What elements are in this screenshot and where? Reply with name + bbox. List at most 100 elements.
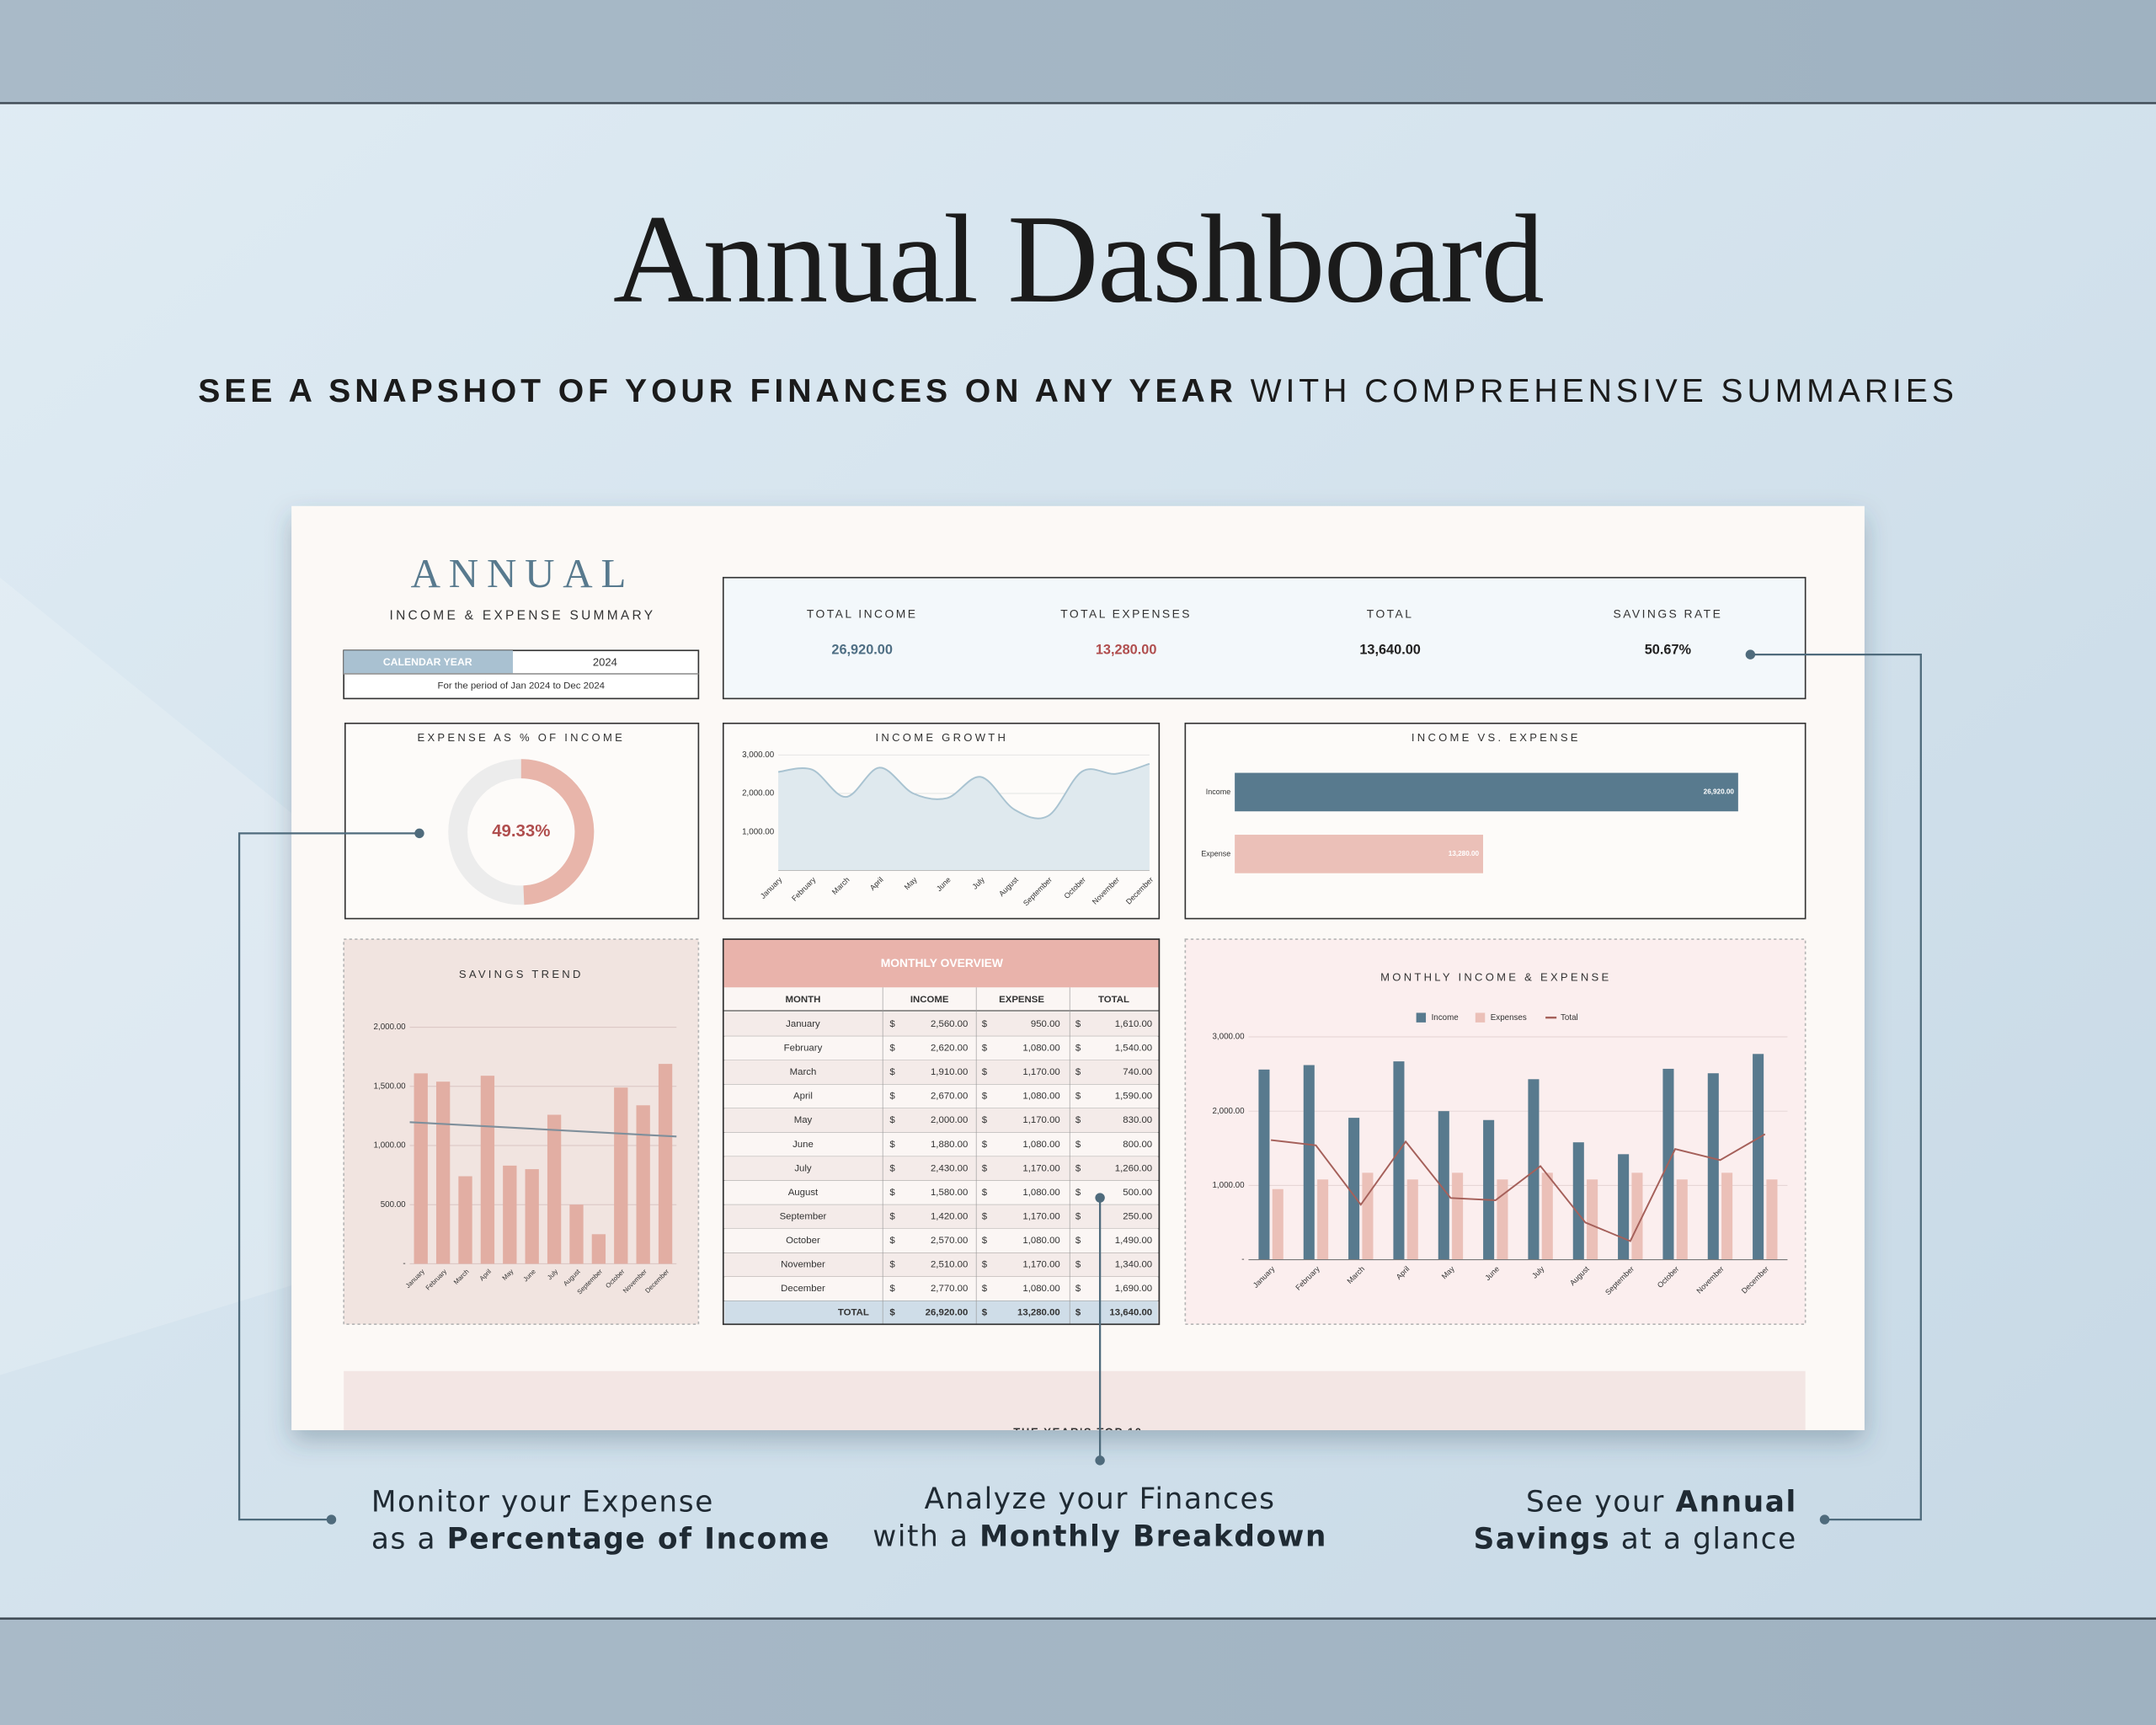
callout-segment: Savings [1474,1522,1611,1556]
value-cell: 1,340.00 [1115,1260,1152,1270]
bar [1528,1079,1540,1260]
currency-cell: $ [889,1115,895,1125]
bar [1572,1142,1584,1260]
currency-cell: $ [1075,1236,1081,1246]
value-cell: 800.00 [1123,1140,1152,1150]
currency-cell: $ [1075,1067,1081,1077]
y-tick-label: 500.00 [381,1200,406,1210]
currency-cell: $ [889,1307,895,1317]
y-tick-label: - [403,1259,405,1268]
bar [1406,1179,1418,1260]
value-cell: 1,880.00 [931,1140,968,1150]
bar [1272,1188,1283,1260]
value-cell: 1,590.00 [1115,1092,1152,1102]
value-cell: 1,080.00 [1022,1044,1059,1054]
bar-value-label: 26,920.00 [1704,788,1735,796]
currency-cell: $ [1075,1260,1081,1270]
table-row [724,1156,1158,1181]
currency-cell: $ [889,1067,895,1077]
page-subtitle: SEE A SNAPSHOT OF YOUR FINANCES ON ANY Y… [198,373,1958,409]
bar [1362,1172,1374,1260]
top10-strip [344,1370,1806,1430]
bar [591,1234,606,1264]
value-cell: 1,490.00 [1115,1236,1152,1246]
bar [1303,1065,1315,1260]
bar [1235,835,1483,873]
kpi-value: 26,920.00 [831,643,893,658]
currency-cell: $ [982,1044,988,1054]
callout-text: Analyze your Finances [925,1482,1276,1516]
callout-segment: Percentage of Income [447,1522,830,1556]
table-frame [722,938,1161,1326]
value-cell: 1,260.00 [1115,1163,1152,1173]
value-cell: 740.00 [1123,1067,1152,1077]
callout-segment: Annual [1676,1485,1797,1519]
bar [1483,1119,1495,1260]
column-header: TOTAL [1098,995,1129,1005]
y-tick-label: 3,000.00 [1212,1033,1245,1042]
bar [1393,1061,1405,1260]
currency-cell: $ [889,1140,895,1150]
category-label: Expense [1201,849,1230,857]
bar [1348,1118,1360,1260]
bar [1721,1172,1733,1260]
kpi-label: SAVINGS RATE [1614,606,1723,620]
total-cell: 13,280.00 [1017,1307,1060,1317]
value-cell: 1,080.00 [1022,1236,1059,1246]
trend-line [409,1121,677,1138]
value-cell: 250.00 [1123,1212,1152,1222]
callout-dot [414,828,424,839]
line [1271,1133,1766,1242]
y-tick-label: 2,000.00 [1212,1107,1245,1116]
bar [1587,1179,1598,1260]
top-band [0,0,2156,104]
callout-text: Savings at a glance [1474,1522,1797,1556]
currency-cell: $ [1075,1019,1081,1029]
value-cell: 1,610.00 [1115,1019,1152,1029]
chart-title: INCOME VS. EXPENSE [1412,731,1581,744]
dashboard: ANNUAL INCOME & EXPENSE SUMMARY CALENDAR… [343,550,1806,1430]
month-cell: March [790,1067,817,1077]
value-cell: 1,080.00 [1022,1284,1059,1294]
currency-cell: $ [889,1188,895,1198]
month-cell: April [793,1092,813,1102]
table-row [724,1012,1158,1037]
value-cell: 950.00 [1031,1019,1060,1029]
callout-text: See your Annual [1526,1485,1797,1519]
currency-cell: $ [889,1092,895,1102]
bar [1676,1179,1688,1260]
month-cell: July [794,1163,812,1173]
callout-dot [1745,649,1756,660]
y-tick-label: 2,000.00 [374,1023,407,1032]
table-row [724,1180,1158,1205]
currency-cell: $ [982,1019,988,1029]
callout-text: as a Percentage of Income [371,1522,830,1556]
chart-title: EXPENSE AS % OF INCOME [417,731,625,744]
bar [435,1081,451,1264]
table-row [724,1036,1158,1060]
bar [1317,1179,1329,1260]
y-tick-label: 1,000.00 [742,827,775,836]
currency-cell: $ [1075,1044,1081,1054]
month-cell: December [781,1284,825,1294]
y-tick-label: 1,000.00 [1212,1181,1245,1190]
kpi-label: TOTAL EXPENSES [1060,606,1192,620]
kpi-value: 13,640.00 [1359,643,1421,658]
kpi-value: 50.67% [1645,643,1692,658]
value-cell: 2,510.00 [931,1260,968,1270]
y-tick-label: 1,000.00 [374,1141,407,1151]
chart-title: INCOME GROWTH [876,731,1009,744]
chart-title: MONTHLY INCOME & EXPENSE [1380,970,1611,983]
total-cell: 13,640.00 [1109,1307,1152,1317]
legend-swatch [1475,1012,1486,1023]
bar [569,1204,584,1264]
value-cell: 2,430.00 [931,1163,968,1173]
value-cell: 2,000.00 [931,1115,968,1125]
currency-cell: $ [1075,1188,1081,1198]
callout-dot [1095,1193,1105,1203]
currency-cell: $ [1075,1307,1081,1317]
value-cell: 2,670.00 [931,1092,968,1102]
donut-arc [520,759,595,905]
callout-segment: with a [873,1519,979,1553]
bar [1497,1179,1508,1260]
